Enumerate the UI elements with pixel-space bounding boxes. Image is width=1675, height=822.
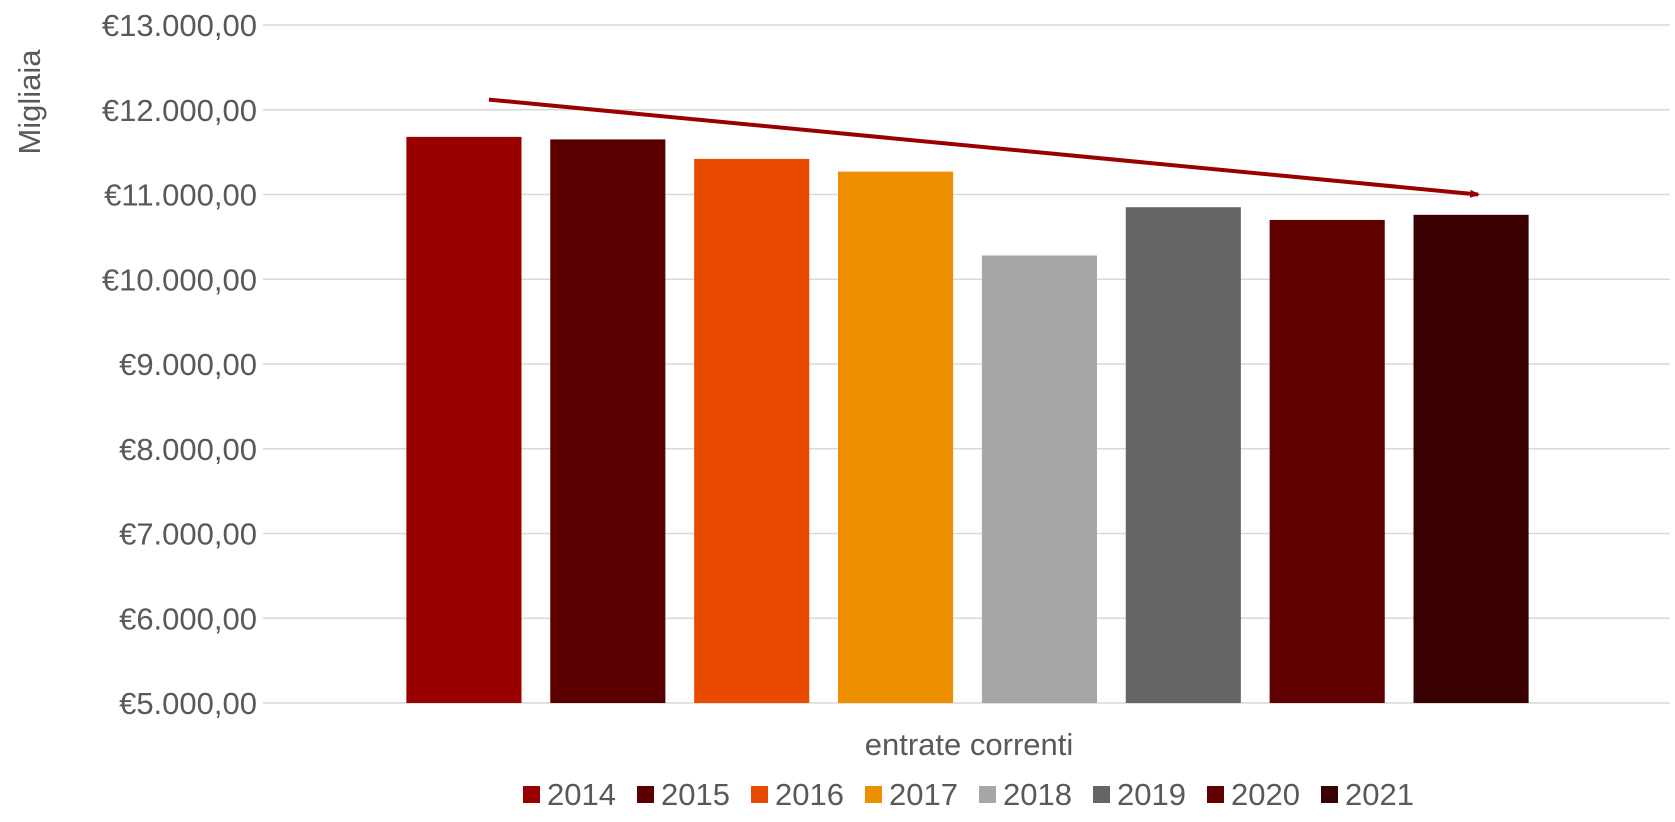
legend-swatch-2014 bbox=[523, 786, 540, 803]
legend-swatch-2021 bbox=[1321, 786, 1338, 803]
legend-label-2019: 2019 bbox=[1117, 777, 1186, 812]
annotations bbox=[488, 97, 1481, 198]
y-tick-label: €11.000,00 bbox=[104, 178, 257, 213]
legend-label-2016: 2016 bbox=[775, 777, 844, 812]
bar-2017 bbox=[838, 171, 954, 703]
legend-swatch-2017 bbox=[865, 786, 882, 803]
bar-2020 bbox=[1269, 219, 1385, 704]
y-tick-label: €8.000,00 bbox=[119, 432, 257, 467]
legend-swatch-2018 bbox=[979, 786, 996, 803]
y-tick-label: €5.000,00 bbox=[119, 686, 257, 721]
bar-2016 bbox=[694, 158, 810, 703]
y-tick-label: €7.000,00 bbox=[119, 517, 257, 552]
y-axis-tick-labels: €5.000,00 €6.000,00 €7.000,00 €8.000,00 €9.0… bbox=[102, 8, 257, 721]
y-axis-title: Migliaia bbox=[12, 49, 47, 155]
legend-label-2015: 2015 bbox=[661, 777, 730, 812]
legend-swatch-2015 bbox=[637, 786, 654, 803]
y-tick-label: €9.000,00 bbox=[119, 347, 257, 382]
y-tick-label: €6.000,00 bbox=[119, 601, 257, 636]
bar-2015 bbox=[550, 139, 666, 704]
bar-2014 bbox=[406, 136, 522, 703]
y-tick-label: €10.000,00 bbox=[102, 262, 257, 297]
bar-2019 bbox=[1125, 207, 1241, 703]
legend-label-2017: 2017 bbox=[889, 777, 958, 812]
y-tick-label: €12.000,00 bbox=[102, 93, 257, 128]
legend-label-2021: 2021 bbox=[1345, 777, 1414, 812]
legend: 2014 2015 2016 2017 2018 2019 2020 2021 bbox=[523, 777, 1414, 812]
legend-label-2020: 2020 bbox=[1231, 777, 1300, 812]
legend-swatch-2016 bbox=[751, 786, 768, 803]
legend-swatch-2019 bbox=[1093, 786, 1110, 803]
x-axis-category-label: entrate correnti bbox=[865, 727, 1074, 762]
legend-swatch-2020 bbox=[1207, 786, 1224, 803]
bar-2018 bbox=[981, 255, 1097, 703]
bars bbox=[406, 136, 1529, 704]
y-tick-label: €13.000,00 bbox=[102, 8, 257, 43]
legend-label-2014: 2014 bbox=[547, 777, 616, 812]
trend-arrow bbox=[488, 97, 1481, 198]
legend-label-2018: 2018 bbox=[1003, 777, 1072, 812]
bar-2021 bbox=[1413, 214, 1529, 703]
